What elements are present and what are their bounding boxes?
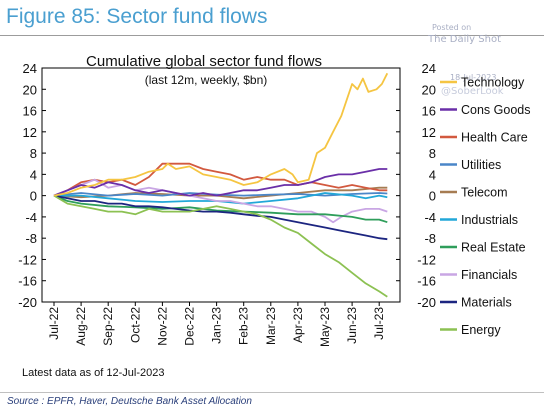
legend-label: Materials: [461, 296, 512, 310]
source-note: Source : EPFR, Haver, Deutsche Bank Asse…: [7, 396, 252, 407]
legend-label: Technology: [461, 76, 525, 90]
right-y-tick-label: 20: [422, 82, 436, 97]
right-y-tick-label: -20: [417, 295, 436, 310]
footer-divider: [0, 392, 544, 393]
left-y-tick-label: 4: [30, 167, 37, 182]
right-y-tick-label: 24: [422, 61, 436, 76]
left-y-tick-label: 20: [23, 82, 37, 97]
right-y-tick-label: -8: [424, 231, 436, 246]
left-y-tick-label: 12: [23, 125, 37, 140]
posted-on-label: Posted on: [432, 23, 472, 32]
left-y-tick-label: -12: [18, 252, 37, 267]
left-y-tick-label: 16: [23, 104, 37, 119]
x-tick-label: Nov-22: [155, 307, 169, 346]
x-tick-label: Sep-22: [101, 307, 115, 346]
legend-label: Health Care: [461, 131, 528, 145]
left-y-tick-label: -16: [18, 274, 37, 289]
legend-label: Cons Goods: [461, 103, 530, 117]
right-y-tick-label: -12: [417, 252, 436, 267]
series-line-cons-goods: [53, 168, 388, 197]
left-y-tick-label: -8: [25, 231, 37, 246]
right-y-tick-label: 12: [422, 125, 436, 140]
x-tick-label: Dec-22: [183, 307, 197, 346]
legend-label: Utilities: [461, 158, 501, 172]
chart-subtitle: (last 12m, weekly, $bn): [145, 73, 268, 87]
left-y-axis: 24 20 16 12 8 4 0 -4 -8 -12 -16 -20: [18, 61, 46, 310]
legend-label: Industrials: [461, 213, 518, 227]
x-tick-label: Jan-23: [210, 307, 224, 344]
x-tick-label: Apr-23: [291, 307, 305, 343]
figure-title: Figure 85: Sector fund flows: [6, 5, 268, 28]
legend-label: Financials: [461, 268, 517, 282]
right-y-axis: 24 20 16 12 8 4 0 -4 -8 -12 -16 -20: [396, 61, 436, 310]
x-tick-label: May-23: [318, 307, 332, 347]
legend-label: Energy: [461, 323, 501, 337]
x-axis: Jul-22 Aug-22 Sep-22 Oct-22 Nov-22 Dec-22 Jan-…: [47, 302, 386, 347]
x-tick-label: Oct-22: [128, 307, 142, 343]
legend: Technology Cons Goods Health Care Utilities…: [440, 76, 530, 337]
watermark: @SoberLook: [441, 86, 504, 97]
series-line-financials: [53, 178, 388, 224]
x-tick-label: Jun-23: [345, 307, 359, 344]
x-tick-label: Mar-23: [264, 307, 278, 345]
left-y-tick-label: 0: [30, 189, 37, 204]
posted-date: 18-Jul-2023: [450, 73, 497, 82]
legend-label: Real Estate: [461, 241, 526, 255]
right-y-tick-label: -4: [424, 210, 436, 225]
right-y-tick-label: 0: [429, 189, 436, 204]
right-y-tick-label: 16: [422, 104, 436, 119]
posted-site: The Daily Shot: [428, 34, 501, 45]
series-line-materials: [53, 194, 388, 241]
x-tick-label: Jul-22: [47, 307, 61, 340]
left-y-tick-label: -4: [25, 210, 37, 225]
plot-frame: [41, 67, 401, 303]
left-y-tick-label: 24: [23, 61, 37, 76]
right-y-tick-label: 4: [429, 167, 436, 182]
legend-label: Telecom: [461, 186, 508, 200]
series-line-technology: [53, 72, 389, 197]
latest-data-note: Latest data as of 12-Jul-2023: [22, 367, 164, 379]
right-y-tick-label: -16: [417, 274, 436, 289]
x-tick-label: Aug-22: [74, 307, 88, 346]
left-y-tick-label: 8: [30, 146, 37, 161]
series-line-telecom: [53, 186, 388, 200]
chart-title: Cumulative global sector fund flows: [86, 53, 322, 70]
left-y-tick-label: -20: [18, 295, 37, 310]
series-line-energy: [53, 194, 388, 298]
series-lines: [53, 72, 389, 298]
x-tick-label: Jul-23: [372, 307, 386, 340]
x-tick-label: Feb-23: [237, 307, 251, 345]
right-y-tick-label: 8: [429, 146, 436, 161]
title-divider: [0, 35, 544, 36]
series-line-real-estate: [53, 194, 388, 224]
